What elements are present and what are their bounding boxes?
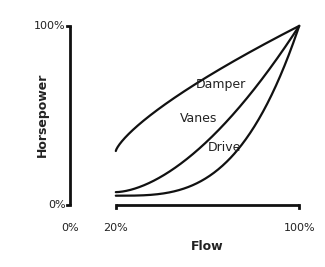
Text: Flow: Flow [191,240,224,253]
Text: 0%: 0% [48,200,65,210]
Text: 20%: 20% [103,222,128,233]
Text: Vanes: Vanes [180,112,217,125]
Text: Drive: Drive [207,141,241,154]
Text: 0%: 0% [61,222,79,233]
Text: 100%: 100% [34,21,65,31]
Text: Horsepower: Horsepower [36,73,49,158]
Text: 100%: 100% [283,222,315,233]
Text: Damper: Damper [196,78,246,92]
